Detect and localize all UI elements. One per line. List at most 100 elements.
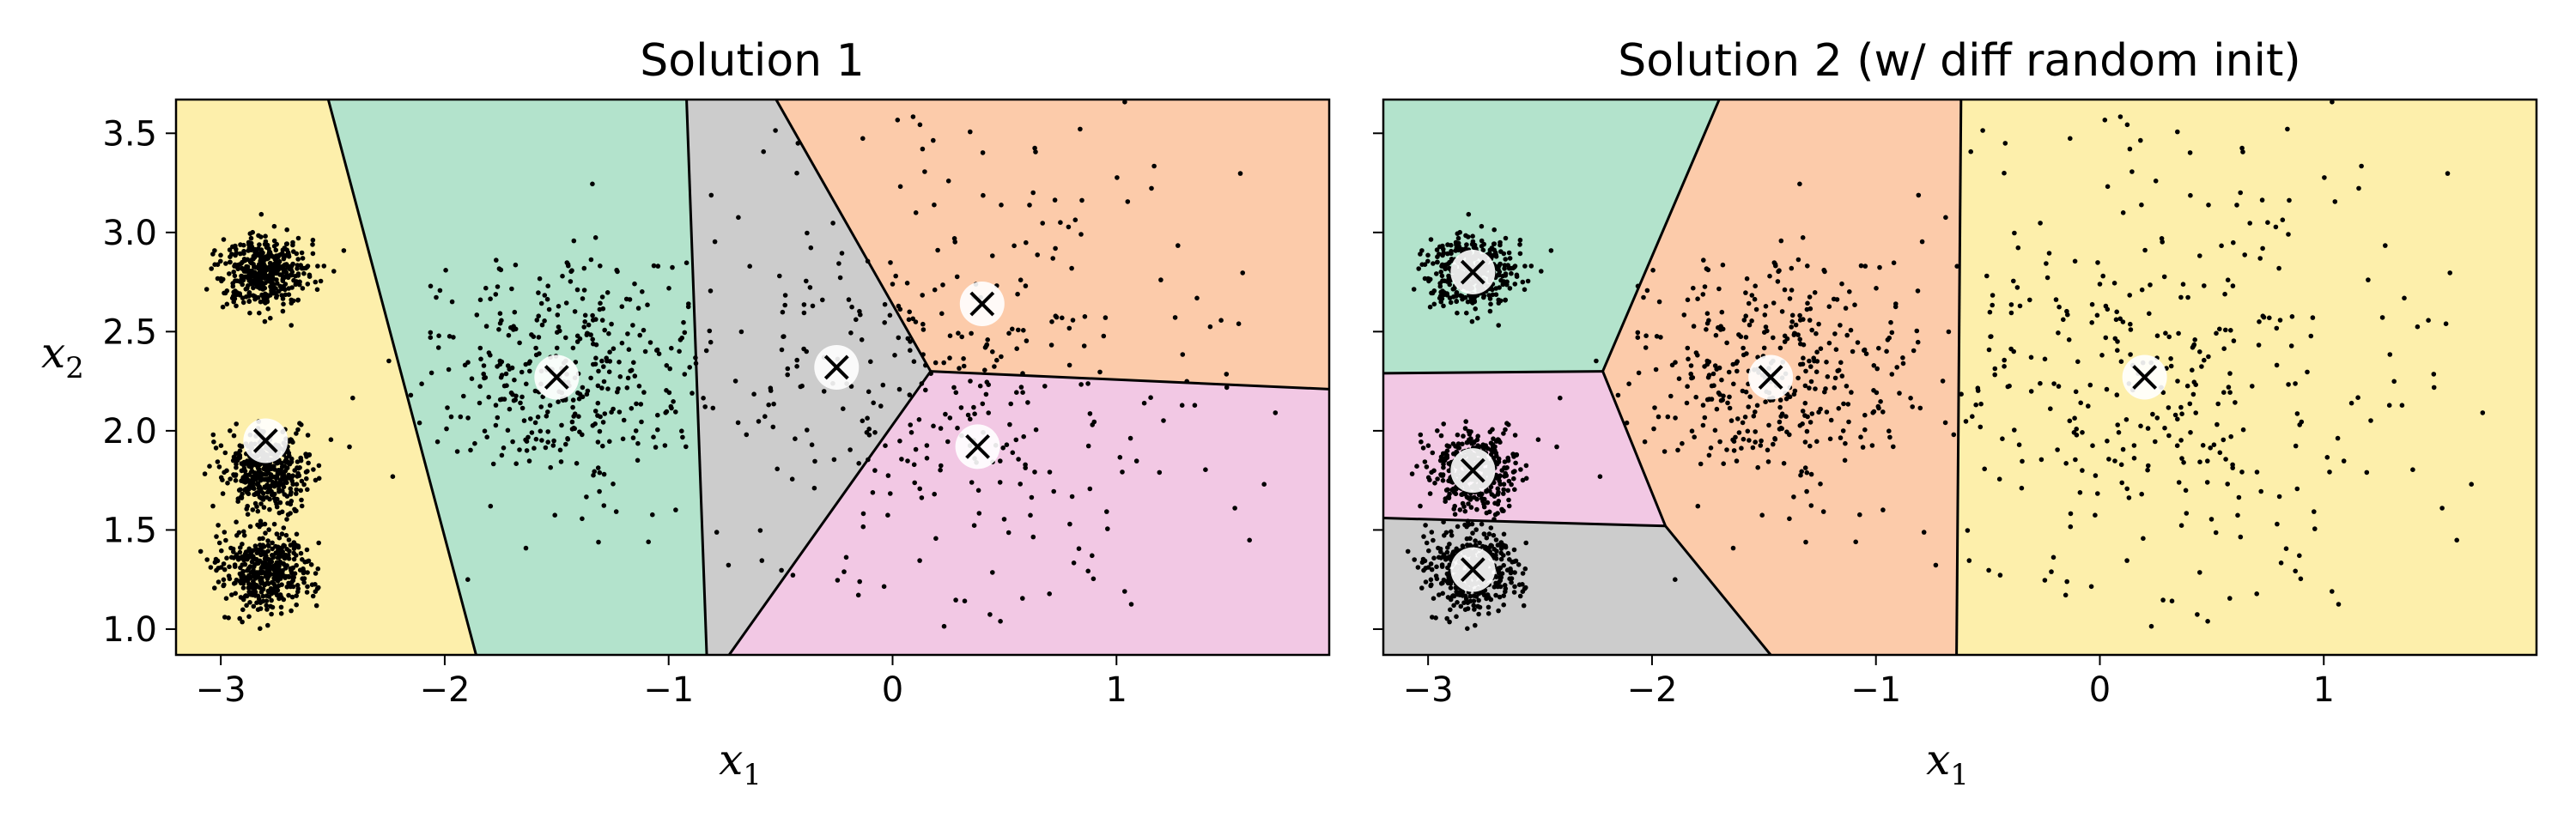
data-point: [756, 419, 762, 424]
data-point: [1801, 342, 1807, 348]
data-point: [2012, 230, 2017, 236]
data-point: [204, 287, 210, 292]
data-point: [240, 562, 246, 567]
data-point: [2116, 430, 2122, 435]
data-point: [2312, 526, 2318, 531]
data-point: [880, 382, 886, 388]
data-point: [277, 552, 283, 558]
data-point: [289, 608, 294, 614]
data-point: [1691, 285, 1696, 291]
data-point: [1439, 273, 1445, 279]
data-point: [2228, 328, 2233, 333]
data-point: [2065, 312, 2070, 318]
data-point: [2205, 619, 2210, 624]
data-point: [1444, 448, 1450, 453]
data-point: [210, 432, 216, 438]
data-point: [305, 469, 310, 474]
data-point: [1721, 461, 1726, 466]
data-point: [600, 306, 606, 312]
data-point: [801, 310, 807, 316]
data-point: [1509, 576, 1515, 581]
data-point: [526, 434, 531, 440]
data-point: [544, 414, 550, 419]
data-point: [1886, 335, 1892, 341]
data-point: [234, 421, 240, 427]
data-point: [289, 594, 295, 600]
data-point: [1511, 547, 1517, 553]
data-point: [212, 262, 217, 268]
data-point: [1501, 531, 1507, 537]
data-point: [945, 179, 951, 184]
data-point: [1900, 355, 1905, 360]
data-point: [1505, 263, 1510, 268]
data-point: [642, 348, 648, 354]
data-point: [635, 457, 641, 464]
data-point: [2480, 410, 2486, 415]
data-point: [301, 579, 307, 585]
data-point: [2166, 433, 2172, 439]
data-point: [1236, 321, 1242, 327]
data-point: [573, 360, 579, 365]
data-point: [552, 512, 557, 518]
data-point: [2190, 367, 2195, 373]
data-point: [228, 428, 233, 433]
data-point: [874, 670, 879, 676]
data-point: [1503, 586, 1509, 591]
data-point: [2197, 349, 2202, 354]
data-point: [1665, 414, 1671, 420]
data-point: [228, 554, 234, 560]
data-point: [2153, 179, 2159, 184]
data-point: [1510, 451, 1516, 457]
data-point: [1789, 265, 1795, 271]
data-point: [872, 430, 878, 435]
data-point: [265, 622, 270, 628]
data-point: [276, 596, 282, 602]
data-point: [2278, 560, 2284, 566]
data-point: [1423, 579, 1429, 585]
data-point: [298, 488, 304, 494]
data-point: [246, 548, 252, 554]
data-point: [580, 385, 586, 391]
data-point: [1758, 443, 1764, 448]
data-point: [390, 474, 396, 479]
data-point: [939, 311, 945, 317]
data-point: [1000, 445, 1005, 451]
data-point: [1752, 296, 1758, 302]
data-point: [1501, 593, 1506, 598]
data-point: [510, 439, 515, 445]
data-point: [2105, 184, 2111, 190]
data-point: [1447, 295, 1453, 301]
data-point: [681, 319, 686, 325]
data-point: [256, 560, 261, 566]
data-point: [636, 384, 642, 389]
data-point: [1803, 368, 1808, 374]
data-point: [497, 311, 503, 317]
data-point: [1507, 256, 1513, 261]
data-point: [790, 573, 796, 578]
data-point: [291, 277, 296, 283]
data-point: [801, 346, 806, 352]
data-point: [295, 298, 301, 303]
data-point: [812, 458, 817, 464]
data-point: [222, 530, 228, 535]
data-point: [1014, 390, 1019, 396]
data-point: [1416, 266, 1421, 271]
data-point: [2154, 415, 2160, 421]
data-point: [488, 296, 493, 302]
data-point: [261, 505, 267, 510]
data-point: [2055, 447, 2060, 452]
data-point: [262, 556, 268, 561]
data-point: [768, 388, 774, 393]
data-point: [1431, 555, 1437, 560]
data-point: [255, 276, 260, 282]
data-point: [2081, 670, 2087, 676]
data-point: [794, 170, 799, 176]
data-point: [971, 523, 977, 528]
data-point: [2002, 170, 2007, 176]
data-point: [249, 244, 255, 250]
data-point: [2447, 270, 2452, 276]
data-point: [1425, 258, 1431, 264]
data-point: [2115, 422, 2120, 427]
data-point: [1658, 335, 1663, 340]
x-axis-label: x1: [719, 735, 762, 792]
